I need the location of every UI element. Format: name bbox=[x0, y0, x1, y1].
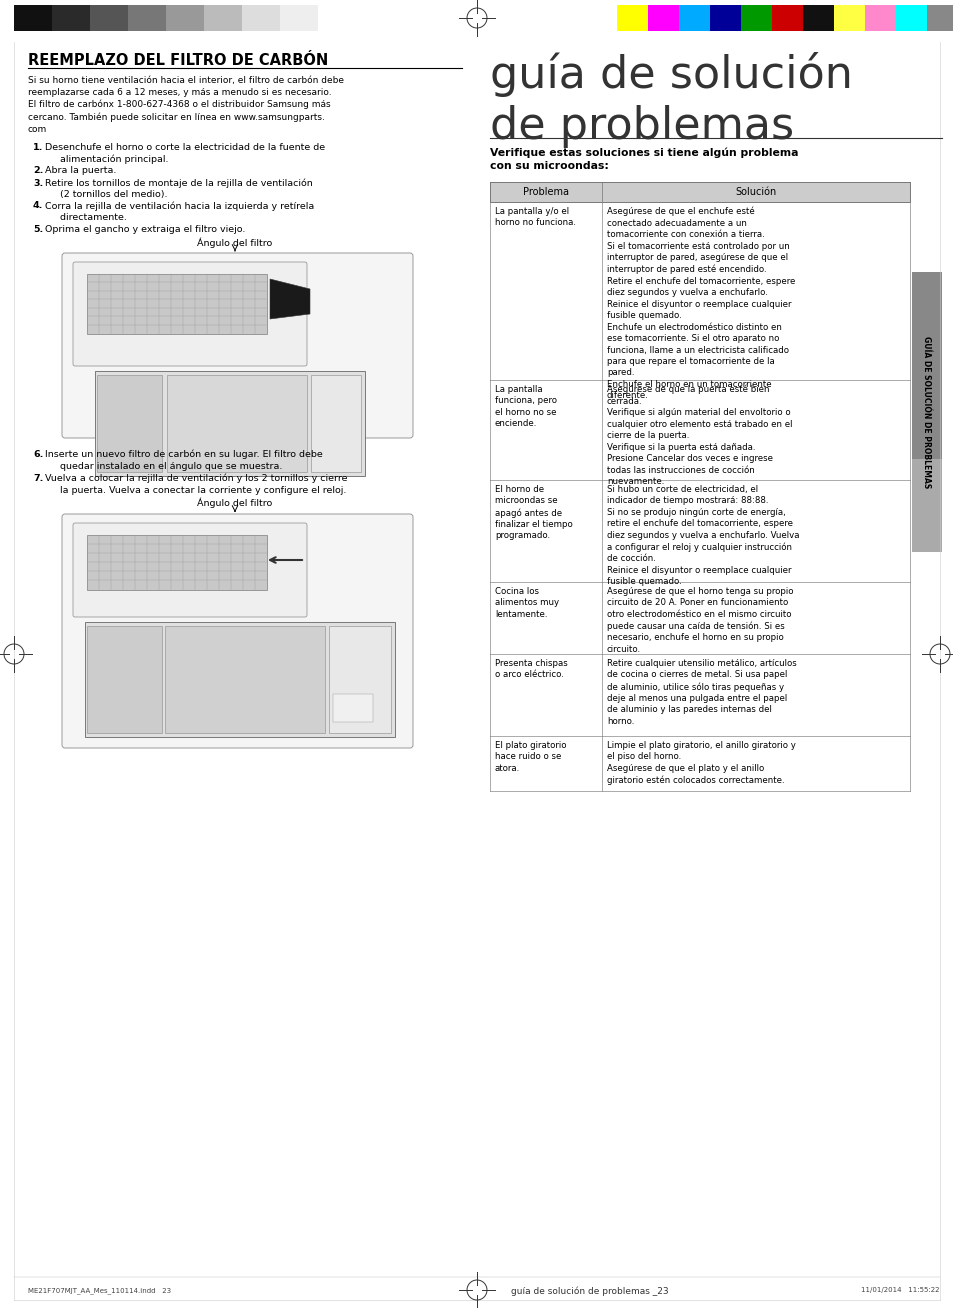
Bar bbox=[740, 5, 771, 31]
Text: Abra la puerta.: Abra la puerta. bbox=[45, 166, 116, 175]
Bar bbox=[95, 371, 365, 476]
Polygon shape bbox=[270, 279, 310, 319]
Bar bbox=[864, 5, 895, 31]
Text: GUÍA DE SOLUCIÓN DE PROBLEMAS: GUÍA DE SOLUCIÓN DE PROBLEMAS bbox=[922, 336, 930, 488]
Bar bbox=[709, 5, 740, 31]
Text: 5.: 5. bbox=[33, 225, 43, 234]
Bar bbox=[911, 272, 941, 552]
Bar bbox=[911, 552, 941, 577]
Bar bbox=[490, 182, 909, 201]
Text: La pantalla
funciona, pero
el horno no se
enciende.: La pantalla funciona, pero el horno no s… bbox=[495, 385, 557, 428]
Text: Cocina los
alimentos muy
lentamente.: Cocina los alimentos muy lentamente. bbox=[495, 587, 558, 619]
Bar bbox=[165, 627, 325, 732]
Text: La pantalla y/o el
horno no funciona.: La pantalla y/o el horno no funciona. bbox=[495, 207, 576, 228]
Bar bbox=[0, 0, 14, 33]
Text: Si su horno tiene ventilación hacia el interior, el filtro de carbón debe
reempl: Si su horno tiene ventilación hacia el i… bbox=[28, 76, 344, 133]
Text: Retire los tornillos de montaje de la rejilla de ventilación
     (2 tornillos d: Retire los tornillos de montaje de la re… bbox=[45, 178, 313, 199]
Bar bbox=[771, 5, 802, 31]
Text: ME21F707MJT_AA_Mes_110114.indd   23: ME21F707MJT_AA_Mes_110114.indd 23 bbox=[28, 1287, 171, 1294]
Bar bbox=[52, 5, 90, 31]
Text: Ángulo del filtro: Ángulo del filtro bbox=[197, 498, 273, 509]
Text: de problemas: de problemas bbox=[490, 105, 793, 148]
Text: guía de solución de problemas _23: guía de solución de problemas _23 bbox=[511, 1287, 668, 1296]
Bar bbox=[490, 381, 909, 480]
Bar bbox=[490, 480, 909, 582]
Bar bbox=[85, 623, 395, 736]
Bar bbox=[647, 5, 679, 31]
Text: Asegúrese de que el enchufe esté
conectado adecuadamente a un
tomacorriente con : Asegúrese de que el enchufe esté conecta… bbox=[606, 207, 795, 400]
Text: 4.: 4. bbox=[33, 201, 43, 211]
Bar bbox=[311, 375, 360, 472]
Text: Si hubo un corte de electricidad, el
indicador de tiempo mostrará: 88:88.
Si no : Si hubo un corte de electricidad, el ind… bbox=[606, 485, 799, 586]
FancyBboxPatch shape bbox=[73, 523, 307, 617]
Text: Retire cualquier utensilio metálico, artículos
de cocina o cierres de metal. Si : Retire cualquier utensilio metálico, art… bbox=[606, 659, 796, 726]
Text: guía de solución: guía de solución bbox=[490, 52, 852, 97]
Text: Asegúrese de que la puerta esté bien
cerrada.
Verifique si algún material del en: Asegúrese de que la puerta esté bien cer… bbox=[606, 385, 792, 487]
Text: Verifique estas soluciones si tiene algún problema
con su microondas:: Verifique estas soluciones si tiene algú… bbox=[490, 148, 798, 171]
Text: Desenchufe el horno o corte la electricidad de la fuente de
     alimentación pr: Desenchufe el horno o corte la electrici… bbox=[45, 143, 325, 164]
Text: Ángulo del filtro: Ángulo del filtro bbox=[197, 238, 273, 249]
Text: REEMPLAZO DEL FILTRO DE CARBÓN: REEMPLAZO DEL FILTRO DE CARBÓN bbox=[28, 54, 328, 68]
Bar bbox=[242, 5, 280, 31]
Text: Asegúrese de que el horno tenga su propio
circuito de 20 A. Poner en funcionamie: Asegúrese de que el horno tenga su propi… bbox=[606, 587, 793, 654]
Text: Vuelva a colocar la rejilla de ventilación y los 2 tornillos y cierre
     la pu: Vuelva a colocar la rejilla de ventilaci… bbox=[45, 473, 347, 494]
Text: 11/01/2014   11:55:22: 11/01/2014 11:55:22 bbox=[861, 1287, 939, 1294]
Text: 7.: 7. bbox=[33, 473, 43, 483]
Text: El horno de
microondas se
apagó antes de
finalizar el tiempo
programado.: El horno de microondas se apagó antes de… bbox=[495, 485, 572, 540]
Text: 6.: 6. bbox=[33, 450, 43, 459]
Bar bbox=[97, 375, 162, 472]
Text: Solución: Solución bbox=[735, 187, 776, 198]
Bar bbox=[329, 627, 391, 732]
Bar bbox=[167, 375, 307, 472]
Text: 3.: 3. bbox=[33, 178, 43, 187]
Text: Problema: Problema bbox=[522, 187, 568, 198]
FancyBboxPatch shape bbox=[62, 514, 413, 748]
Bar bbox=[128, 5, 166, 31]
Bar bbox=[490, 582, 909, 654]
Text: Limpie el plato giratorio, el anillo giratorio y
el piso del horno.
Asegúrese de: Limpie el plato giratorio, el anillo gir… bbox=[606, 742, 795, 785]
Text: Corra la rejilla de ventilación hacia la izquierda y retírela
     directamente.: Corra la rejilla de ventilación hacia la… bbox=[45, 201, 314, 222]
Bar bbox=[166, 5, 204, 31]
Bar bbox=[926, 5, 953, 31]
Text: Presenta chispas
o arco eléctrico.: Presenta chispas o arco eléctrico. bbox=[495, 659, 567, 679]
FancyBboxPatch shape bbox=[73, 262, 307, 366]
Bar bbox=[895, 5, 926, 31]
Bar bbox=[87, 273, 267, 334]
Bar bbox=[204, 5, 242, 31]
Bar bbox=[833, 5, 864, 31]
Text: 2.: 2. bbox=[33, 166, 43, 175]
Bar bbox=[490, 736, 909, 791]
Text: Inserte un nuevo filtro de carbón en su lugar. El filtro debe
     quedar instal: Inserte un nuevo filtro de carbón en su … bbox=[45, 450, 322, 471]
Bar bbox=[490, 654, 909, 736]
Bar bbox=[911, 459, 941, 552]
Bar bbox=[280, 5, 317, 31]
Bar bbox=[679, 5, 709, 31]
Bar bbox=[14, 5, 52, 31]
Text: Oprima el gancho y extraiga el filtro viejo.: Oprima el gancho y extraiga el filtro vi… bbox=[45, 225, 245, 234]
Text: El plato giratorio
hace ruido o se
atora.: El plato giratorio hace ruido o se atora… bbox=[495, 742, 566, 773]
Bar bbox=[90, 5, 128, 31]
Bar bbox=[617, 5, 647, 31]
Bar bbox=[490, 201, 909, 381]
FancyBboxPatch shape bbox=[62, 252, 413, 438]
Text: 1.: 1. bbox=[33, 143, 43, 152]
Bar bbox=[87, 535, 267, 590]
Bar bbox=[87, 627, 162, 732]
Bar bbox=[802, 5, 833, 31]
Bar bbox=[333, 695, 373, 722]
